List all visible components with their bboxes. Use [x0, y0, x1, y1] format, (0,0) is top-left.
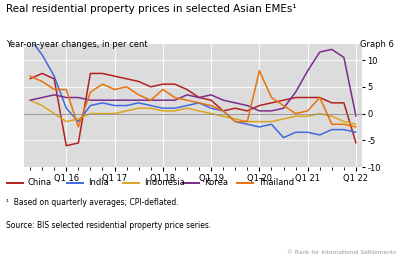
Text: Korea: Korea	[204, 178, 228, 187]
Text: Real residential property prices in selected Asian EMEs¹: Real residential property prices in sele…	[6, 4, 297, 14]
Text: China: China	[28, 178, 52, 187]
Text: Graph 6: Graph 6	[360, 40, 394, 49]
Text: Source: BIS selected residential property price series.: Source: BIS selected residential propert…	[6, 221, 211, 231]
Text: Indonesia: Indonesia	[144, 178, 185, 187]
Text: ¹  Based on quarterly averages; CPI-deflated.: ¹ Based on quarterly averages; CPI-defla…	[6, 198, 179, 207]
Text: Thailand: Thailand	[258, 178, 294, 187]
Text: Year-on-year changes, in per cent: Year-on-year changes, in per cent	[6, 40, 148, 49]
Text: India: India	[88, 178, 109, 187]
Text: © Bank for International Settlements: © Bank for International Settlements	[287, 250, 396, 255]
